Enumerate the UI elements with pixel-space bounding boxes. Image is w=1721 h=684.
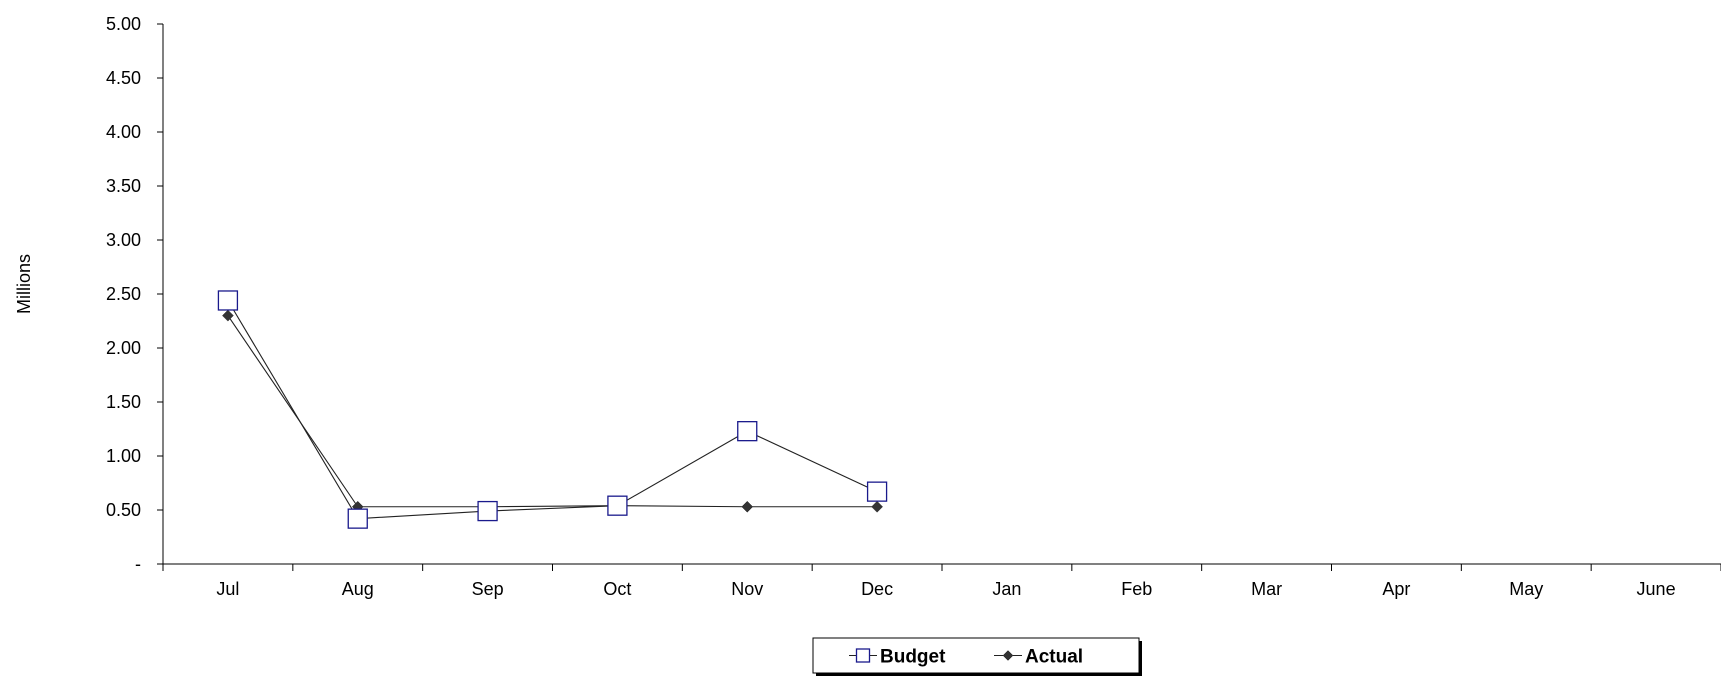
x-tick-label: Oct xyxy=(603,579,631,599)
x-tick-label: Mar xyxy=(1251,579,1282,599)
data-point-budget-sep xyxy=(477,500,498,522)
series-line-actual xyxy=(227,315,878,508)
axes: - 0.50 1.00 1.50 2.00 2.50 3.00 3.50 4.00 4.50 5.0… xyxy=(14,14,1721,599)
x-tick-label: Nov xyxy=(731,579,763,599)
data-point-budget-aug xyxy=(347,508,368,529)
x-tick-label: Jul xyxy=(216,579,239,599)
y-tick-label: 2.50 xyxy=(106,284,141,304)
x-tick-label: Apr xyxy=(1382,579,1410,599)
y-tick-label: 4.00 xyxy=(106,122,141,142)
data-point-budget-oct xyxy=(607,495,628,516)
y-axis-title: Millions xyxy=(14,254,34,314)
y-tick-label: - xyxy=(135,554,141,574)
data-point-budget-nov xyxy=(737,421,758,442)
y-tick-label: 1.50 xyxy=(106,392,141,412)
x-tick-label: June xyxy=(1637,579,1676,599)
y-tick-label: 3.00 xyxy=(106,230,141,250)
x-tick-label: Dec xyxy=(861,579,893,599)
legend-marker-actual xyxy=(1002,650,1014,661)
x-tick-label: May xyxy=(1509,579,1543,599)
x-tick-label: Aug xyxy=(342,579,374,599)
x-tick-label: Sep xyxy=(472,579,504,599)
series-line-budget xyxy=(227,300,878,520)
legend: Budget Actual xyxy=(812,637,1142,676)
y-tick-label: 1.00 xyxy=(106,446,141,466)
series-layer xyxy=(217,290,888,529)
legend-entry-actual: Actual xyxy=(994,647,1083,668)
x-tick-label: Feb xyxy=(1121,579,1152,599)
x-tick-label: Jan xyxy=(992,579,1021,599)
y-tick-label: 5.00 xyxy=(106,14,141,34)
y-tick-label: 2.00 xyxy=(106,338,141,358)
data-point-actual-jul xyxy=(222,309,234,322)
data-point-actual-nov xyxy=(741,500,754,513)
series-budget xyxy=(217,290,888,529)
legend-marker-budget xyxy=(855,648,871,663)
y-tick-label: 4.50 xyxy=(106,68,141,88)
series-actual xyxy=(222,309,883,513)
y-tick-label: 3.50 xyxy=(106,176,141,196)
legend-entry-budget: Budget xyxy=(849,647,946,668)
legend-label-actual: Actual xyxy=(1025,647,1083,668)
data-point-budget-jul xyxy=(217,290,239,311)
data-point-actual-dec xyxy=(871,500,883,513)
data-point-budget-dec xyxy=(866,481,888,502)
y-tick-label: 0.50 xyxy=(106,500,141,520)
legend-label-budget: Budget xyxy=(880,647,946,668)
